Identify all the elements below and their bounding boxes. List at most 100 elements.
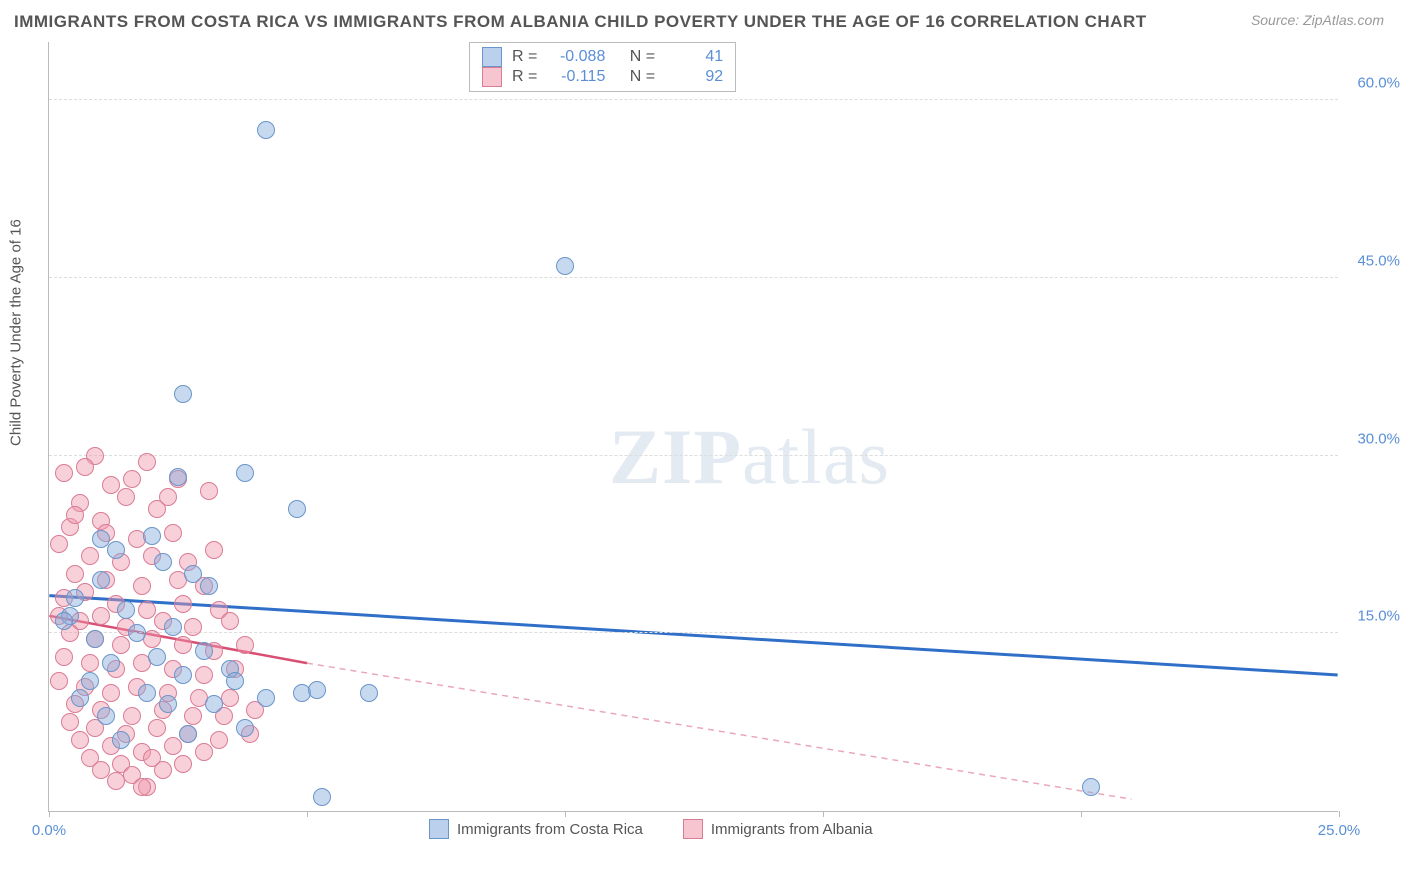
scatter-point xyxy=(200,577,218,595)
scatter-point xyxy=(123,707,141,725)
scatter-point xyxy=(92,607,110,625)
scatter-point xyxy=(200,482,218,500)
scatter-point xyxy=(195,666,213,684)
scatter-point xyxy=(112,636,130,654)
scatter-point xyxy=(556,257,574,275)
scatter-point xyxy=(164,737,182,755)
legend-swatch-blue-icon xyxy=(429,819,449,839)
x-tick xyxy=(1339,811,1340,817)
scatter-point xyxy=(138,601,156,619)
x-tick xyxy=(49,811,50,817)
scatter-point xyxy=(159,488,177,506)
scatter-point xyxy=(133,577,151,595)
scatter-point xyxy=(66,506,84,524)
scatter-point xyxy=(143,630,161,648)
grid-line xyxy=(49,632,1338,633)
scatter-point xyxy=(148,719,166,737)
y-axis-label: Child Poverty Under the Age of 16 xyxy=(8,219,25,446)
scatter-point xyxy=(236,464,254,482)
scatter-point xyxy=(184,707,202,725)
scatter-point xyxy=(112,731,130,749)
watermark: ZIPatlas xyxy=(609,412,890,502)
trend-line xyxy=(307,663,1132,799)
watermark-rest: atlas xyxy=(742,413,890,500)
scatter-point xyxy=(195,743,213,761)
scatter-point xyxy=(66,589,84,607)
scatter-point xyxy=(123,470,141,488)
y-tick-label: 60.0% xyxy=(1357,75,1400,92)
y-tick-label: 15.0% xyxy=(1357,608,1400,625)
stats-legend-box: R = -0.088 N = 41 R = -0.115 N = 92 xyxy=(469,42,736,92)
stat-n-pink: 92 xyxy=(665,68,723,86)
stats-row-blue: R = -0.088 N = 41 xyxy=(482,47,723,67)
scatter-point xyxy=(102,684,120,702)
stat-r-label: R = xyxy=(512,48,537,66)
grid-line xyxy=(49,455,1338,456)
legend-swatch-pink-icon xyxy=(683,819,703,839)
x-tick-label: 25.0% xyxy=(1318,822,1361,839)
scatter-point xyxy=(313,788,331,806)
scatter-point xyxy=(236,636,254,654)
grid-line xyxy=(49,277,1338,278)
scatter-point xyxy=(76,458,94,476)
scatter-point xyxy=(308,681,326,699)
scatter-point xyxy=(184,565,202,583)
watermark-bold: ZIP xyxy=(609,413,742,500)
stat-r-pink: -0.115 xyxy=(547,68,605,86)
scatter-point xyxy=(1082,778,1100,796)
scatter-point xyxy=(174,595,192,613)
scatter-point xyxy=(86,630,104,648)
source-attribution: Source: ZipAtlas.com xyxy=(1251,12,1384,28)
scatter-point xyxy=(154,761,172,779)
swatch-blue-icon xyxy=(482,47,502,67)
scatter-point xyxy=(174,666,192,684)
scatter-point xyxy=(210,731,228,749)
scatter-point xyxy=(128,624,146,642)
scatter-point xyxy=(55,648,73,666)
scatter-point xyxy=(92,530,110,548)
scatter-point xyxy=(164,524,182,542)
scatter-point xyxy=(55,612,73,630)
scatter-point xyxy=(257,121,275,139)
scatter-point xyxy=(117,601,135,619)
x-tick-label: 0.0% xyxy=(32,822,66,839)
scatter-point xyxy=(81,672,99,690)
scatter-point xyxy=(81,547,99,565)
scatter-point xyxy=(92,761,110,779)
scatter-point xyxy=(184,618,202,636)
scatter-point xyxy=(102,654,120,672)
legend-item-pink: Immigrants from Albania xyxy=(683,819,873,839)
scatter-point xyxy=(71,731,89,749)
swatch-pink-icon xyxy=(482,67,502,87)
scatter-point xyxy=(195,642,213,660)
chart-title: IMMIGRANTS FROM COSTA RICA VS IMMIGRANTS… xyxy=(14,12,1147,32)
scatter-point xyxy=(174,385,192,403)
bottom-legend: Immigrants from Costa Rica Immigrants fr… xyxy=(429,819,873,839)
stats-row-pink: R = -0.115 N = 92 xyxy=(482,67,723,87)
scatter-point xyxy=(102,476,120,494)
scatter-point xyxy=(226,672,244,690)
scatter-point xyxy=(154,553,172,571)
scatter-point xyxy=(143,527,161,545)
scatter-point xyxy=(257,689,275,707)
scatter-point xyxy=(133,778,151,796)
scatter-point xyxy=(360,684,378,702)
legend-item-blue: Immigrants from Costa Rica xyxy=(429,819,643,839)
scatter-point xyxy=(174,636,192,654)
scatter-point xyxy=(288,500,306,518)
stat-n-blue: 41 xyxy=(665,48,723,66)
x-tick xyxy=(565,811,566,817)
scatter-point xyxy=(148,648,166,666)
plot-area: ZIPatlas R = -0.088 N = 41 R = -0.115 N … xyxy=(48,42,1338,812)
scatter-point xyxy=(81,654,99,672)
scatter-point xyxy=(66,565,84,583)
scatter-point xyxy=(138,453,156,471)
legend-label-blue: Immigrants from Costa Rica xyxy=(457,821,643,838)
stat-n-label2: N = xyxy=(630,68,655,86)
scatter-point xyxy=(236,719,254,737)
scatter-point xyxy=(138,684,156,702)
scatter-point xyxy=(221,612,239,630)
scatter-point xyxy=(71,689,89,707)
scatter-point xyxy=(221,689,239,707)
scatter-point xyxy=(107,541,125,559)
